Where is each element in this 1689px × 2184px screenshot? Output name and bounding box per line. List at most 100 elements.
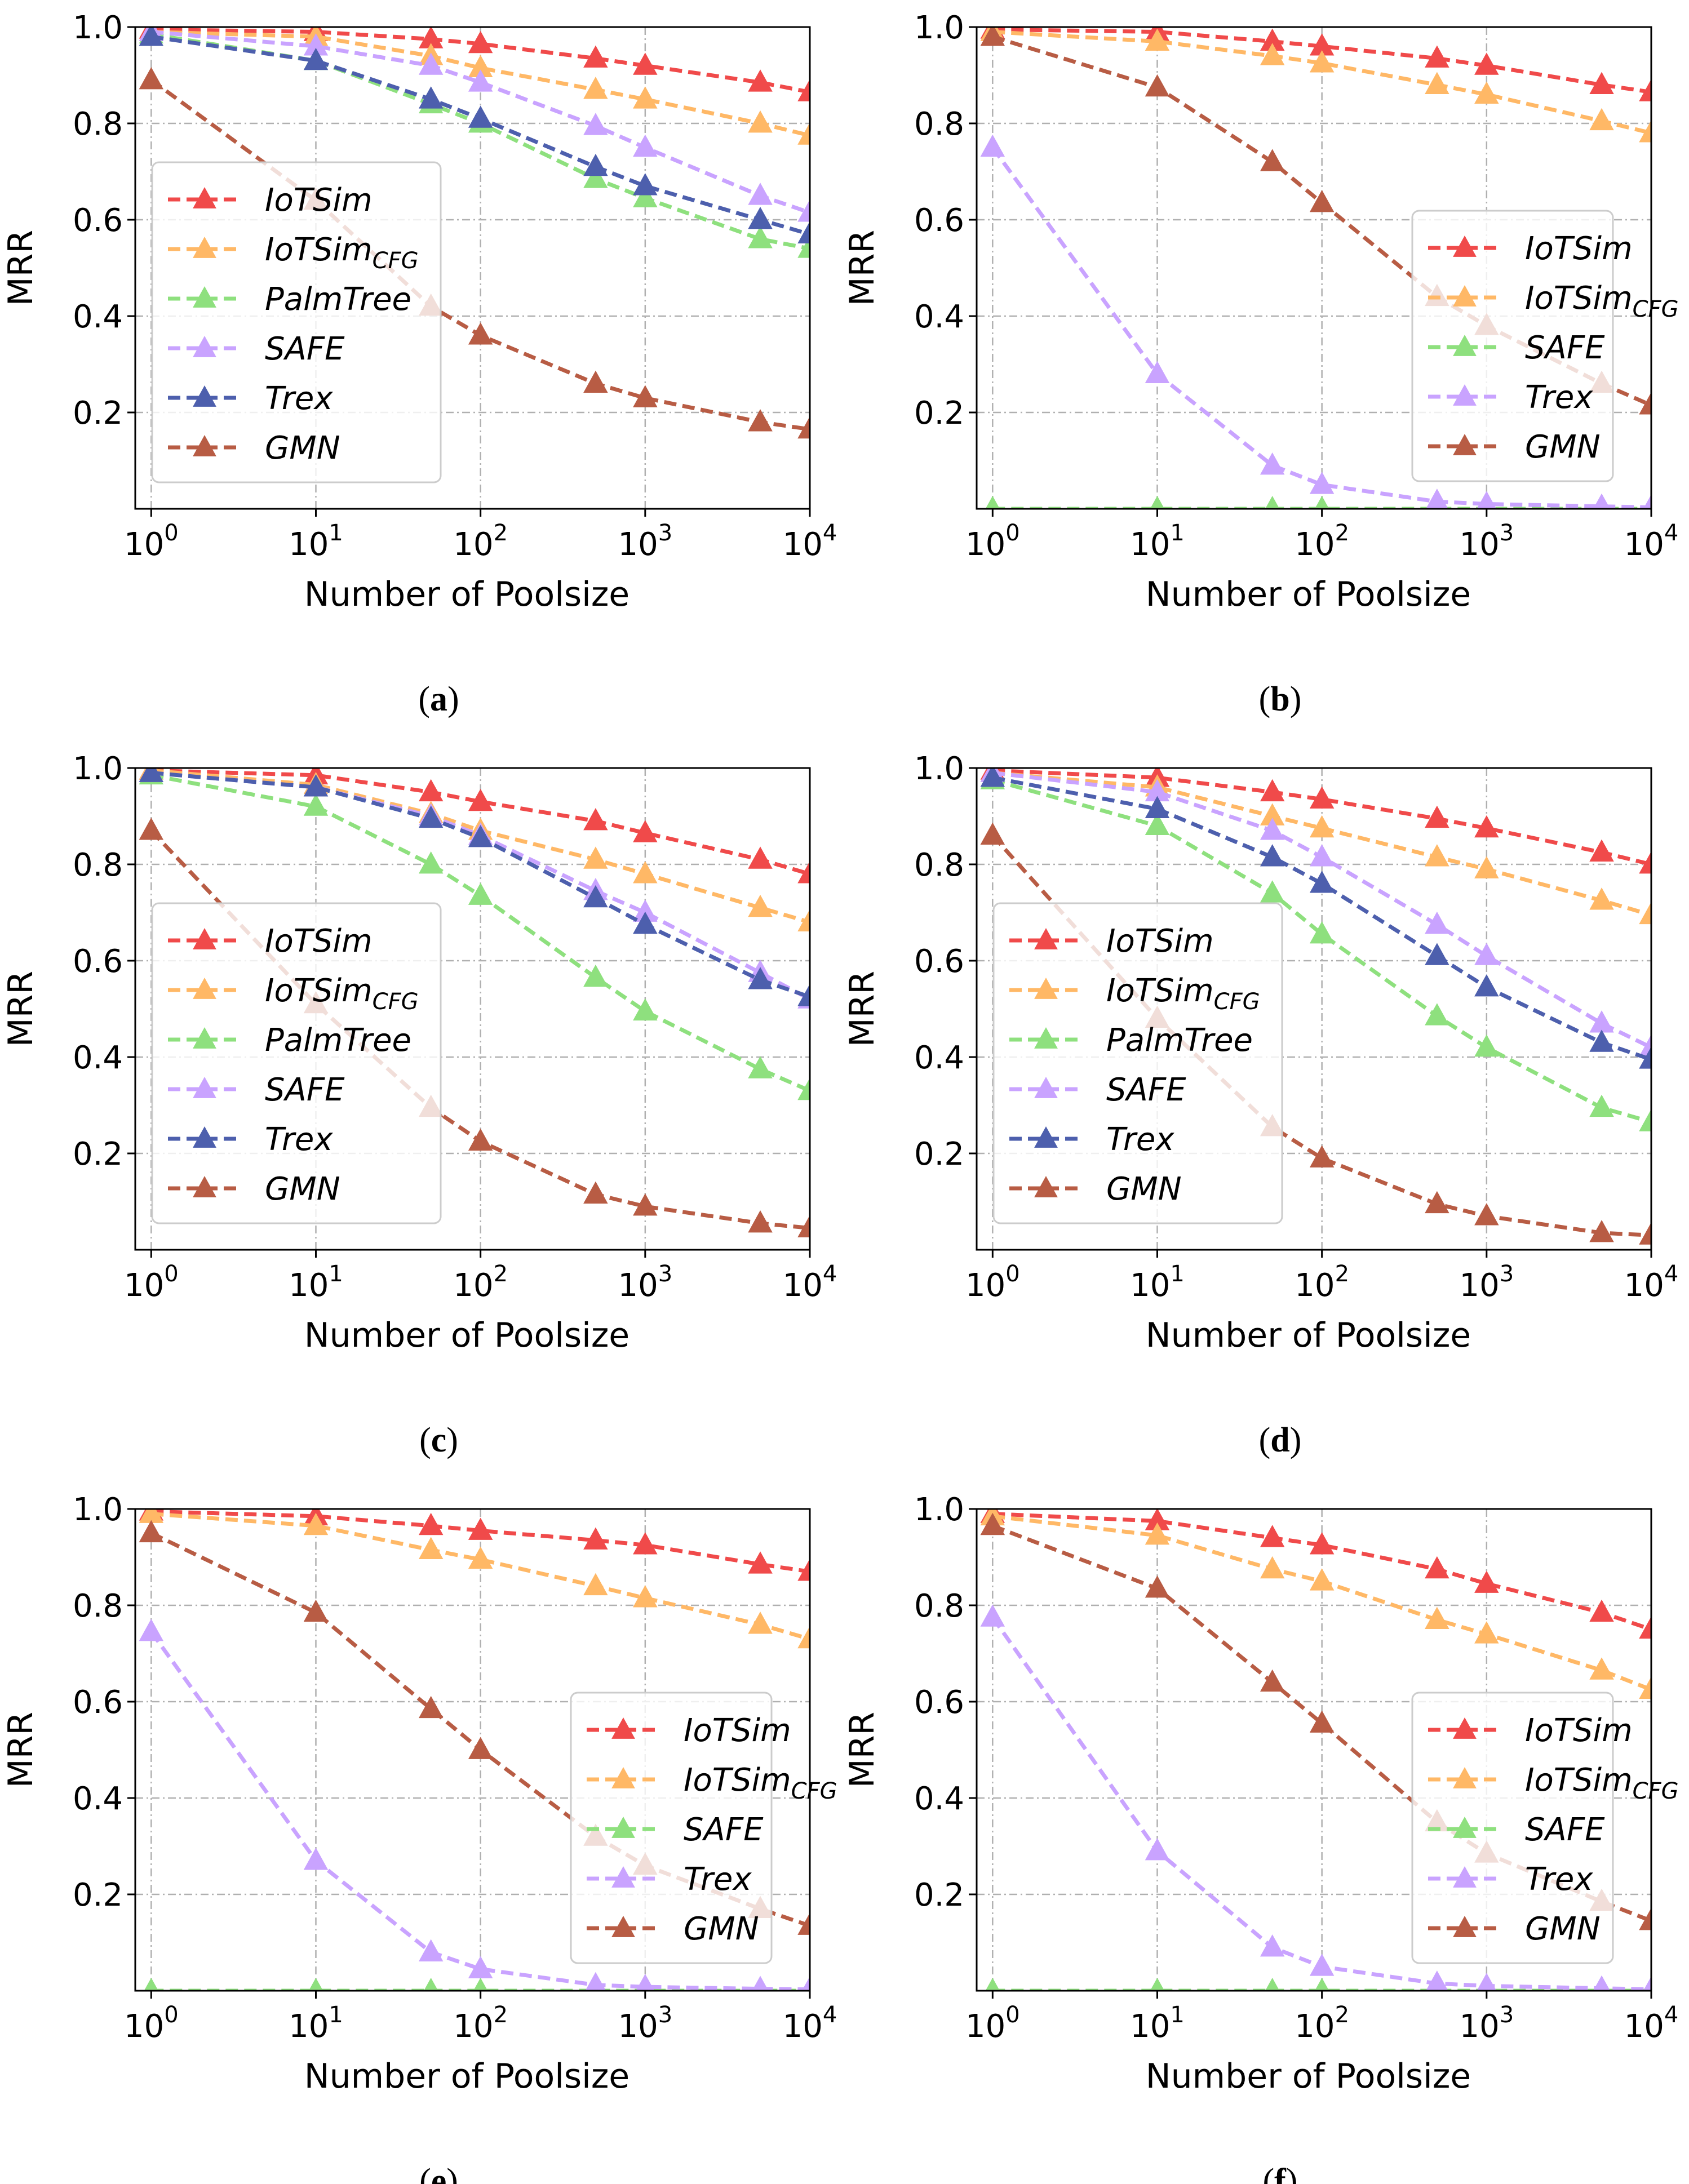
legend-marker — [1034, 928, 1058, 949]
series-line — [992, 1514, 1651, 1692]
legend-item-iotsim: IoTSim — [168, 182, 373, 219]
data-point — [303, 1848, 329, 1870]
data-point — [1425, 1191, 1449, 1214]
series-line — [992, 771, 1651, 917]
legend-item-trex: Trex — [587, 1861, 752, 1898]
panel-caption: (c) — [419, 1421, 458, 1459]
legend-item-safe: SAFE — [168, 1072, 345, 1108]
data-point — [1260, 452, 1285, 475]
y-tick-label: 0.6 — [73, 202, 123, 239]
axes-frame — [134, 26, 811, 510]
data-point — [1145, 361, 1170, 383]
panel-a: 100 101 102 103 104 0.2 0.4 0.6 0.8 1.0 Number of … — [1, 10, 837, 718]
data-point — [633, 86, 658, 109]
legend-label: IoTSim — [1525, 1712, 1633, 1749]
legend-label: GMN — [1525, 1911, 1601, 1947]
data-point — [980, 768, 1005, 787]
legend-item-iotsimcfg: IoTSimCFG — [1428, 1762, 1679, 1804]
x-tick-label: 103 — [618, 520, 672, 563]
legend-item-safe: SAFE — [168, 331, 345, 367]
series-safe — [139, 27, 810, 222]
panel-caption: (a) — [418, 680, 459, 718]
x-tick-label: 102 — [453, 1261, 508, 1304]
data-point — [1260, 1556, 1285, 1579]
legend-label: SAFE — [265, 331, 345, 367]
data-point — [985, 1977, 1000, 1991]
data-point — [748, 967, 773, 989]
data-point — [1425, 72, 1449, 94]
x-tick-label: 100 — [124, 2002, 179, 2045]
axes-frame — [134, 1508, 811, 1992]
legend: IoTSim IoTSimCFG PalmTree SAFE Trex GMN — [151, 902, 442, 1224]
data-point — [633, 52, 658, 75]
legend-marker — [193, 286, 216, 308]
legend-marker — [193, 385, 216, 407]
legend-item-iotsim: IoTSim — [168, 923, 373, 960]
data-point — [980, 822, 1005, 845]
data-point — [1589, 1029, 1614, 1052]
data-point — [748, 846, 773, 869]
x-tick-label: 104 — [1624, 2002, 1679, 2045]
x-tick-label: 103 — [1459, 1261, 1514, 1304]
legend-marker — [611, 1916, 635, 1937]
data-point — [1639, 902, 1651, 925]
legend-item-trex: Trex — [1428, 1861, 1593, 1898]
legend-marker — [1034, 978, 1058, 999]
series-line — [992, 775, 1651, 1062]
data-point — [1477, 1973, 1497, 1991]
data-point — [1593, 1975, 1611, 1991]
legend: IoTSim IoTSimCFG SAFE Trex GMN — [1411, 210, 1679, 482]
data-point — [797, 416, 810, 439]
x-tick-label: 104 — [783, 1261, 837, 1304]
data-point — [1260, 880, 1285, 903]
data-point — [1145, 1575, 1170, 1598]
data-point — [583, 45, 608, 68]
data-point — [1589, 1220, 1614, 1242]
legend-label: IoTSim — [265, 182, 373, 219]
data-point — [139, 1520, 164, 1543]
legend-label: Trex — [265, 1121, 333, 1158]
legend-item-palmtree: PalmTree — [1009, 1022, 1253, 1059]
data-point — [1589, 839, 1614, 862]
y-tick-label: 0.6 — [73, 943, 123, 980]
y-tick-label: 1.0 — [73, 751, 123, 787]
legend-item-iotsimcfg: IoTSimCFG — [587, 1762, 837, 1804]
data-point — [748, 69, 773, 92]
data-point — [748, 183, 773, 205]
legend-label: GMN — [265, 430, 340, 467]
data-point — [139, 67, 164, 90]
data-point — [1589, 1094, 1614, 1117]
data-point — [797, 221, 810, 243]
series-trex — [139, 27, 810, 243]
data-point — [748, 894, 773, 917]
data-point — [583, 113, 608, 135]
x-tick-label: 102 — [453, 520, 508, 563]
legend-item-iotsim: IoTSim — [1428, 230, 1633, 267]
data-point — [468, 1517, 493, 1540]
legend-label: GMN — [684, 1911, 759, 1947]
y-tick-label: 0.4 — [914, 299, 964, 335]
data-point — [144, 1977, 159, 1991]
legend-label: IoTSimCFG — [265, 232, 419, 274]
series-line — [991, 1616, 1651, 1991]
legend-label: GMN — [1106, 1171, 1182, 1208]
legend-marker — [611, 1866, 635, 1888]
data-point — [1260, 818, 1285, 840]
data-point — [748, 1210, 773, 1233]
data-point — [1309, 1532, 1335, 1555]
data-point — [1639, 1109, 1651, 1131]
series-line — [992, 34, 1651, 407]
data-point — [418, 1939, 444, 1961]
data-point — [139, 768, 164, 782]
data-point — [980, 1512, 1005, 1535]
data-point — [1639, 120, 1651, 143]
data-point — [748, 1612, 773, 1634]
data-point — [1425, 1556, 1449, 1579]
data-point — [748, 1551, 773, 1574]
data-point — [1145, 1522, 1170, 1545]
data-point — [1474, 943, 1499, 965]
legend-label: Trex — [1525, 1861, 1593, 1898]
data-point — [801, 1976, 810, 1991]
data-point — [583, 964, 608, 987]
data-point — [1309, 50, 1335, 73]
